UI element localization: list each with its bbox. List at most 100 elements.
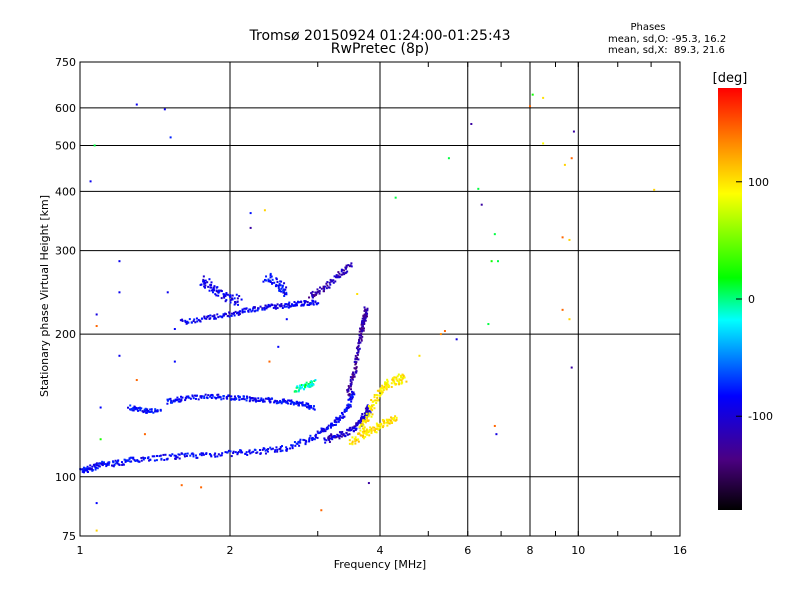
data-point xyxy=(288,304,291,307)
data-point xyxy=(277,285,280,288)
data-point xyxy=(348,433,351,436)
data-point xyxy=(349,378,352,381)
data-point xyxy=(328,440,331,443)
data-point xyxy=(313,438,316,441)
data-point xyxy=(176,456,179,459)
data-point xyxy=(402,374,405,377)
data-point xyxy=(361,330,364,333)
data-point xyxy=(188,396,191,399)
data-point xyxy=(237,311,240,314)
data-point xyxy=(316,436,319,439)
data-point xyxy=(239,310,242,313)
data-point xyxy=(184,452,187,455)
data-point xyxy=(337,275,340,278)
data-point xyxy=(294,444,297,447)
data-point xyxy=(137,407,140,410)
data-point xyxy=(210,455,213,458)
data-point xyxy=(215,290,218,293)
data-point xyxy=(275,402,278,405)
data-point xyxy=(364,421,367,424)
data-point xyxy=(125,459,128,462)
data-point xyxy=(355,370,358,373)
data-point xyxy=(364,435,367,438)
data-point xyxy=(95,466,98,469)
data-point xyxy=(298,384,301,387)
data-point xyxy=(363,319,366,322)
data-point xyxy=(320,429,323,432)
data-point xyxy=(346,270,349,273)
data-point xyxy=(362,417,365,420)
data-point xyxy=(348,386,351,389)
data-point xyxy=(298,401,301,404)
data-point xyxy=(340,435,343,438)
data-point xyxy=(379,426,382,429)
data-point xyxy=(122,463,125,466)
data-point xyxy=(363,430,366,433)
data-point xyxy=(274,449,277,452)
data-point xyxy=(342,271,345,274)
data-point xyxy=(360,332,363,335)
data-point xyxy=(362,315,365,318)
data-point xyxy=(270,448,273,451)
data-point xyxy=(314,436,317,439)
data-point xyxy=(180,452,183,455)
data-point xyxy=(400,379,403,382)
data-point xyxy=(329,278,332,281)
data-point xyxy=(207,394,210,397)
data-point xyxy=(455,338,458,341)
data-point xyxy=(400,376,403,379)
data-point xyxy=(321,430,324,433)
data-point xyxy=(211,394,214,397)
data-point xyxy=(159,409,162,412)
data-point xyxy=(347,429,350,432)
data-point xyxy=(261,448,264,451)
data-point xyxy=(279,401,282,404)
data-point xyxy=(330,434,333,437)
data-point xyxy=(308,437,311,440)
data-point xyxy=(331,279,334,282)
data-point xyxy=(275,446,278,449)
data-point xyxy=(351,373,354,376)
data-point xyxy=(312,407,315,410)
data-point xyxy=(370,429,373,432)
data-point xyxy=(370,415,373,418)
data-point xyxy=(375,402,378,405)
data-point xyxy=(388,384,391,387)
data-point xyxy=(223,293,226,296)
data-point xyxy=(314,300,317,303)
data-point xyxy=(121,463,124,466)
data-point xyxy=(174,454,177,457)
data-point xyxy=(106,462,109,465)
data-point xyxy=(137,460,140,463)
data-point xyxy=(278,283,281,286)
data-point xyxy=(352,371,355,374)
data-point xyxy=(323,288,326,291)
x-tick-label: 6 xyxy=(464,544,471,557)
data-point xyxy=(292,304,295,307)
data-point xyxy=(351,376,354,379)
data-point xyxy=(334,423,337,426)
data-point xyxy=(337,434,340,437)
data-point xyxy=(329,283,332,286)
data-point xyxy=(355,439,358,442)
data-point xyxy=(223,296,226,299)
data-point xyxy=(254,397,257,400)
data-point xyxy=(267,278,270,281)
data-point xyxy=(351,378,354,381)
data-point xyxy=(282,398,285,401)
data-point xyxy=(314,291,317,294)
data-point xyxy=(233,397,236,400)
data-point xyxy=(193,318,196,321)
data-point xyxy=(350,390,353,393)
data-point xyxy=(342,416,345,419)
data-point xyxy=(380,390,383,393)
data-point xyxy=(356,422,359,425)
x-tick-label: 16 xyxy=(673,544,687,557)
data-point xyxy=(316,430,319,433)
data-point xyxy=(205,453,208,456)
data-point xyxy=(220,297,223,300)
data-point xyxy=(333,420,336,423)
data-point xyxy=(318,290,321,293)
data-point xyxy=(213,289,216,292)
data-point xyxy=(86,465,89,468)
